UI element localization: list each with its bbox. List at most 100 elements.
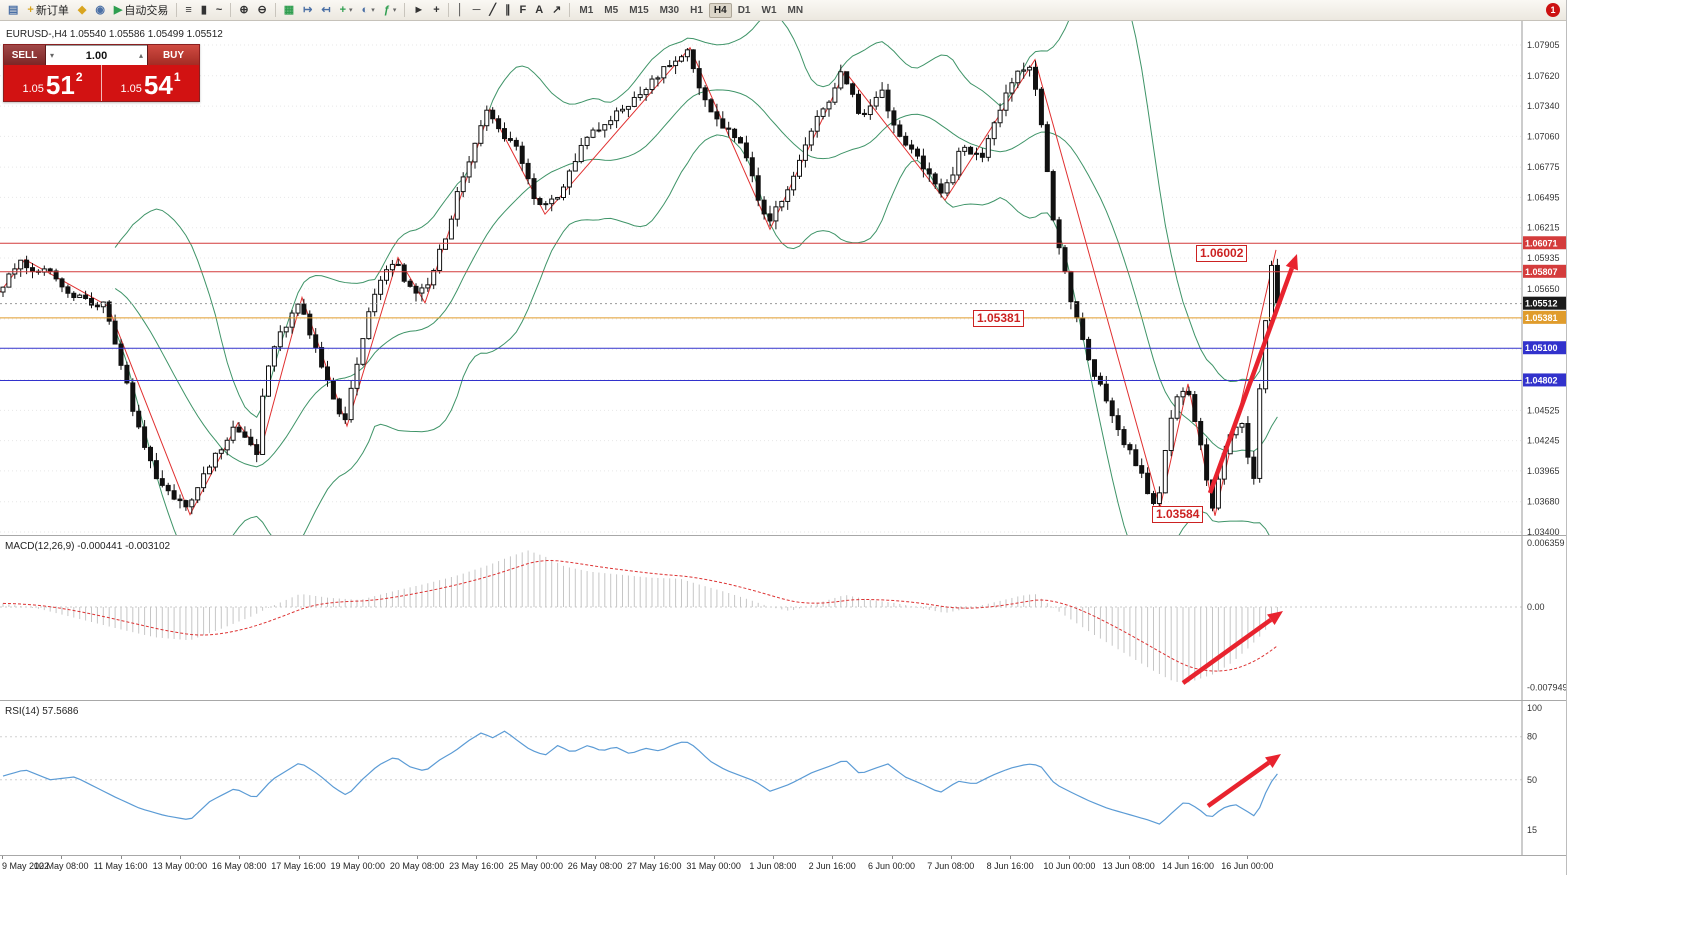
rsi-svg[interactable]: 100 80 50 15	[0, 701, 1566, 855]
time-axis-label: 2 Jun 16:00	[808, 861, 856, 871]
svg-text:1.05935: 1.05935	[1527, 253, 1560, 263]
rsi-indicator-panel[interactable]: 100 80 50 15 RSI(14) 57.5686	[0, 701, 1566, 856]
timeframe-h4[interactable]: H4	[708, 2, 732, 18]
svg-text:1.03965: 1.03965	[1527, 466, 1560, 476]
new-order-button[interactable]: + 新订单	[23, 1, 72, 19]
cursor-icon[interactable]: ►	[409, 1, 428, 19]
bar-chart-icon[interactable]: ≡	[181, 1, 195, 19]
svg-text:1.04802: 1.04802	[1525, 375, 1558, 385]
sell-price-display[interactable]: 1.05 51 2	[4, 65, 102, 101]
indicators-icon-glyph: ƒ	[383, 4, 390, 16]
candlestick-chart-icon-glyph: ▮	[200, 4, 207, 16]
fibonacci-icon[interactable]: F	[515, 1, 530, 19]
chevron-down-icon: ▾	[349, 7, 353, 14]
timeframe-mn[interactable]: MN	[787, 4, 804, 16]
channel-icon[interactable]: ∥	[501, 1, 515, 19]
macd-svg[interactable]: 0.006359 0.00 -0.007949	[0, 536, 1566, 700]
chart-window-icon[interactable]: ▤	[4, 1, 22, 19]
candlestick-chart-icon[interactable]: ▮	[197, 1, 211, 19]
rsi-axis-label: 15	[1527, 825, 1537, 835]
autotrading-glyph: ▶	[113, 4, 123, 16]
rsi-line	[2, 730, 1278, 825]
one-click-trading-widget: SELL ▾ 1.00 ▴ BUY 1.05 51 2 1.05 54 1	[3, 44, 200, 102]
terminal-icon[interactable]: ◉	[91, 1, 109, 19]
trendline-icon[interactable]: ╱	[485, 1, 500, 19]
time-tick	[298, 856, 300, 859]
vertical-line-icon[interactable]: │	[453, 1, 468, 19]
fibonacci-icon-glyph: F	[519, 4, 527, 16]
arrows-tool-icon[interactable]: ↗	[548, 1, 565, 19]
time-tick	[2, 856, 3, 859]
zigzag-line[interactable]	[0, 46, 1277, 516]
time-axis[interactable]: 9 May 2022 10 May 08:00 11 May 16:00 13 May…	[0, 856, 1566, 878]
svg-text:1.06495: 1.06495	[1527, 192, 1560, 202]
new-order-button-label: 新订单	[35, 5, 69, 17]
timeframe-m15[interactable]: M15	[629, 4, 649, 16]
chart-shift-icon[interactable]: ↤	[317, 1, 334, 19]
trend-arrow[interactable]	[1181, 611, 1283, 685]
time-tick	[713, 856, 715, 859]
macd-indicator-panel[interactable]: 0.006359 0.00 -0.007949 MACD(12,26,9) -0.0…	[0, 536, 1566, 701]
macd-label: MACD(12,26,9) -0.000441 -0.003102	[5, 541, 171, 552]
timeframe-d1[interactable]: D1	[737, 4, 751, 16]
timeframe-m5[interactable]: M5	[604, 4, 619, 16]
svg-text:1.07905: 1.07905	[1527, 40, 1560, 50]
time-tick	[61, 856, 63, 859]
buy-price-sup: 1	[173, 70, 181, 84]
trend-arrow[interactable]	[1206, 754, 1281, 808]
time-tick	[1247, 856, 1249, 859]
crosshair-icon-glyph: +	[433, 4, 440, 16]
notification-badge[interactable]: 1	[1546, 3, 1560, 17]
price-annotation[interactable]: 1.03584	[1152, 506, 1204, 523]
buy-price-display[interactable]: 1.05 54 1	[102, 65, 199, 101]
buy-button[interactable]: BUY	[147, 45, 199, 65]
tile-windows-icon[interactable]: ▦	[280, 1, 298, 19]
svg-text:1.07060: 1.07060	[1527, 131, 1560, 141]
price-annotation[interactable]: 1.05381	[973, 310, 1025, 327]
lot-size-value[interactable]: 1.00	[85, 49, 108, 62]
time-tick	[120, 856, 122, 859]
time-axis-label: 13 Jun 08:00	[1102, 861, 1155, 871]
trend-arrow[interactable]	[1207, 254, 1298, 494]
zoom-in-icon[interactable]: ⊕	[235, 1, 252, 19]
lot-decrease-button[interactable]: ▾	[49, 51, 54, 60]
new-chart-icon[interactable]: + ▾	[336, 1, 357, 19]
lot-size-stepper[interactable]: ▾ 1.00 ▴	[46, 45, 147, 65]
price-annotation[interactable]: 1.06002	[1196, 245, 1248, 262]
timeframe-m30[interactable]: M30	[659, 4, 680, 16]
timeframe-w1[interactable]: W1	[761, 4, 777, 16]
time-axis-label: 16 May 08:00	[211, 861, 267, 871]
indicators-icon[interactable]: ƒ ▾	[380, 1, 401, 19]
horizontal-line-icon[interactable]: ─	[469, 1, 485, 19]
market-watch-icon[interactable]: ◆	[74, 1, 90, 19]
periods-icon[interactable]: ◐ ▾	[358, 1, 379, 19]
text-icon[interactable]: A	[531, 1, 547, 19]
svg-text:1.05100: 1.05100	[1525, 343, 1558, 353]
rsi-axis-label: 80	[1527, 732, 1537, 742]
price-chart-panel[interactable]: 1.07905 1.07620 1.07340 1.07060 1.06775 1.064…	[0, 21, 1566, 536]
zoom-out-icon[interactable]: ⊖	[254, 1, 271, 19]
price-axis-scale[interactable]: 1.07905 1.07620 1.07340 1.07060 1.06775 1.064…	[1527, 40, 1560, 535]
time-tick	[535, 856, 537, 859]
price-grid	[0, 44, 1522, 533]
sell-button[interactable]: SELL	[4, 45, 46, 65]
tile-windows-icon-glyph: ▦	[283, 4, 295, 16]
crosshair-icon[interactable]: +	[429, 1, 443, 19]
time-axis-label: 11 May 16:00	[93, 861, 148, 871]
time-tick	[891, 856, 893, 859]
time-tick	[1010, 856, 1012, 859]
line-chart-icon[interactable]: ~	[212, 1, 226, 19]
timeframe-m1[interactable]: M1	[579, 4, 594, 16]
time-axis-label: 10 Jun 00:00	[1043, 861, 1096, 871]
timeframe-h1[interactable]: H1	[690, 4, 703, 16]
autotrading-button[interactable]: ▶ 自动交易	[110, 1, 172, 19]
time-axis-label: 27 May 16:00	[627, 861, 682, 871]
chart-window-icon-glyph: ▤	[8, 4, 19, 16]
auto-scroll-icon[interactable]: ↦	[299, 1, 316, 19]
chevron-down-icon: ▾	[392, 7, 397, 14]
time-tick	[950, 856, 952, 859]
lot-increase-button[interactable]: ▴	[138, 51, 143, 60]
time-axis-label: 16 Jun 00:00	[1221, 861, 1274, 871]
price-chart-svg[interactable]: 1.07905 1.07620 1.07340 1.07060 1.06775 1.064…	[0, 21, 1566, 535]
toolbar-separator	[569, 3, 571, 17]
